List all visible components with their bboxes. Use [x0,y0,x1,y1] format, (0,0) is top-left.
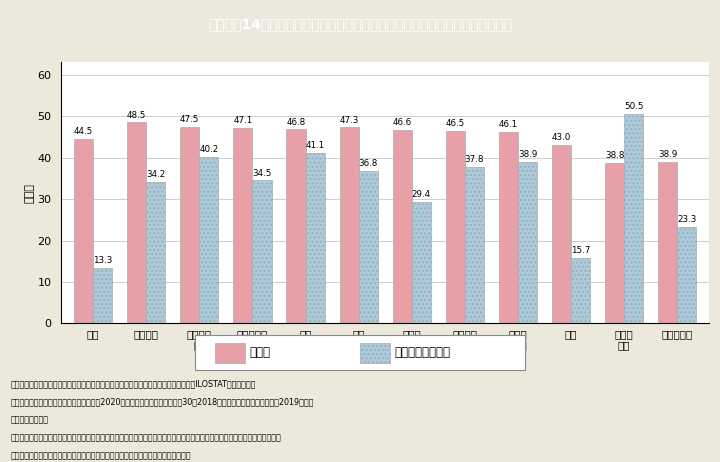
Text: 50.5: 50.5 [624,102,644,111]
Bar [253,181,271,323]
Text: 43.0: 43.0 [552,134,571,142]
Bar [465,167,484,323]
Bar [605,163,624,323]
Bar [359,171,378,323]
Text: Ｉ－２－14図　就業者及び管理的職業従事者に占める女性の割合（国際比較）: Ｉ－２－14図 就業者及び管理的職業従事者に占める女性の割合（国際比較） [208,17,512,31]
Text: 47.5: 47.5 [180,115,199,124]
Bar [360,343,390,363]
Text: 管理的職業従事者: 管理的職業従事者 [395,346,450,359]
Bar [340,128,359,323]
Text: ３．総務省「労働力調査」では，「管理的職業従事者」とは，就業者のうち，会社役員，企業の課長相当職以上，管理: ３．総務省「労働力調査」では，「管理的職業従事者」とは，就業者のうち，会社役員，… [11,433,282,442]
Text: 37.8: 37.8 [464,155,484,164]
Text: 48.5: 48.5 [127,110,146,120]
Text: 47.3: 47.3 [339,116,359,125]
Text: 46.1: 46.1 [499,121,518,129]
Text: 44.5: 44.5 [74,127,93,136]
Bar [678,227,696,323]
Bar [658,162,678,323]
Text: 15.7: 15.7 [571,246,590,255]
Bar [446,131,465,323]
Text: 46.6: 46.6 [392,118,412,128]
Bar [180,127,199,323]
Text: 38.8: 38.8 [605,151,624,160]
Bar [624,114,644,323]
Text: 36.8: 36.8 [359,159,378,168]
Text: 値。: 値。 [11,415,49,424]
Text: 就業者: 就業者 [249,346,270,359]
Text: 34.2: 34.2 [146,170,166,179]
Text: ２．日本，米国，韓国は令和２（2020）年，オーストラリアは平成30（2018）年，その他の国は令和元（2019）年の: ２．日本，米国，韓国は令和２（2020）年，オーストラリアは平成30（2018）… [11,397,314,406]
Text: 46.8: 46.8 [287,118,305,127]
Bar [93,268,112,323]
Bar [215,343,245,363]
Bar [392,130,412,323]
Text: 38.9: 38.9 [658,150,678,159]
Bar [127,122,146,323]
Bar [305,153,325,323]
Text: 13.3: 13.3 [93,256,112,265]
Text: 47.1: 47.1 [233,116,253,125]
Bar [552,145,571,323]
Bar [571,258,590,323]
Y-axis label: （％）: （％） [24,183,35,203]
Text: 40.2: 40.2 [199,145,218,154]
Bar [146,182,166,323]
FancyBboxPatch shape [194,335,526,371]
Bar [518,162,537,323]
Text: 23.3: 23.3 [678,215,696,224]
Text: 46.5: 46.5 [446,119,465,128]
Text: 29.4: 29.4 [412,190,431,199]
Bar [287,129,305,323]
Bar [233,128,253,323]
Text: 41.1: 41.1 [305,141,325,150]
Text: 34.5: 34.5 [252,169,271,177]
Text: 38.9: 38.9 [518,150,537,159]
Text: 的公務員等。また，「管理的職業従事者」の定義は国によって異なる。: 的公務員等。また，「管理的職業従事者」の定義は国によって異なる。 [11,451,192,460]
Bar [74,139,93,323]
Bar [499,133,518,323]
Bar [412,201,431,323]
Text: （備考）１．総務省「労働力調査（基本集計）」（令和２年），その他の国はＩＬＯ「ILOSTAT」より作成。: （備考）１．総務省「労働力調査（基本集計）」（令和２年），その他の国はＩＬＯ「I… [11,379,256,388]
Bar [199,157,218,323]
